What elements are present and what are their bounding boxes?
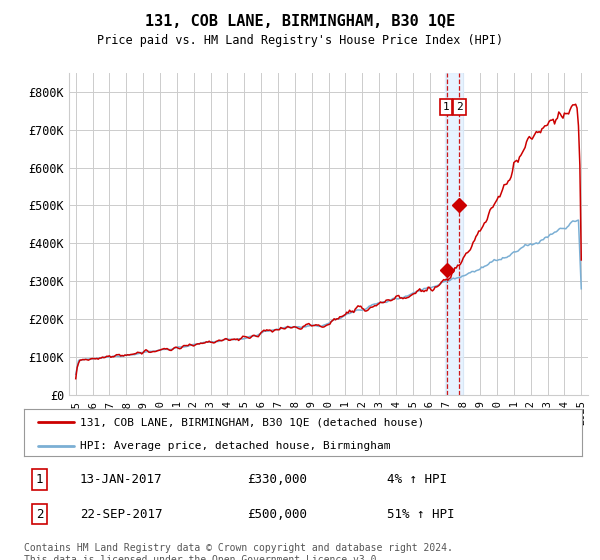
Bar: [445, 73, 463, 395]
Text: £500,000: £500,000: [247, 507, 307, 521]
Text: 2: 2: [36, 507, 43, 521]
Text: 131, COB LANE, BIRMINGHAM, B30 1QE (detached house): 131, COB LANE, BIRMINGHAM, B30 1QE (deta…: [80, 417, 424, 427]
Text: 131, COB LANE, BIRMINGHAM, B30 1QE: 131, COB LANE, BIRMINGHAM, B30 1QE: [145, 14, 455, 29]
Text: 1: 1: [36, 473, 43, 486]
Text: 22-SEP-2017: 22-SEP-2017: [80, 507, 162, 521]
Text: 13-JAN-2017: 13-JAN-2017: [80, 473, 162, 486]
Text: £330,000: £330,000: [247, 473, 307, 486]
Text: 4% ↑ HPI: 4% ↑ HPI: [387, 473, 446, 486]
Text: 2: 2: [456, 102, 463, 112]
Text: Contains HM Land Registry data © Crown copyright and database right 2024.
This d: Contains HM Land Registry data © Crown c…: [24, 543, 453, 560]
Text: 1: 1: [443, 102, 449, 112]
Text: 51% ↑ HPI: 51% ↑ HPI: [387, 507, 454, 521]
Text: HPI: Average price, detached house, Birmingham: HPI: Average price, detached house, Birm…: [80, 441, 391, 451]
Text: Price paid vs. HM Land Registry's House Price Index (HPI): Price paid vs. HM Land Registry's House …: [97, 34, 503, 46]
